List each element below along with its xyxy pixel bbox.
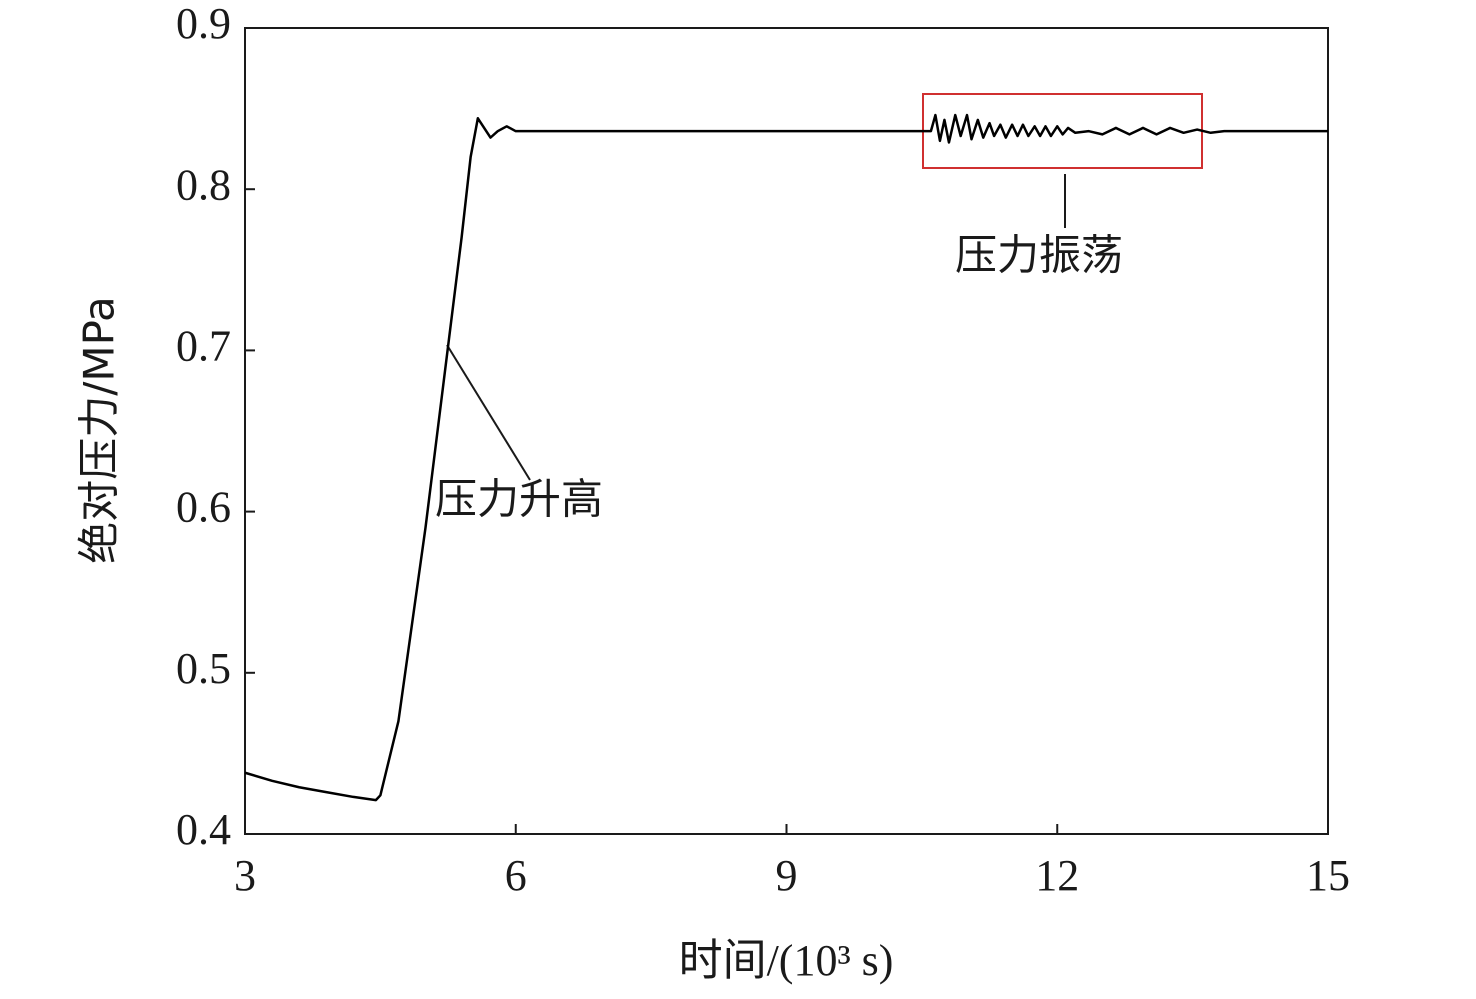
x-tick-label: 6: [505, 851, 527, 900]
data-line: [244, 113, 1328, 802]
x-tick-label: 9: [776, 851, 798, 900]
y-tick-label: 0.4: [176, 805, 231, 854]
annotation: 压力升高: [435, 475, 603, 524]
annotation-leader: [446, 344, 531, 481]
x-tick-label: 3: [234, 851, 256, 900]
x-tick-label: 15: [1306, 851, 1350, 900]
annotation: 压力振荡: [955, 231, 1123, 280]
highlight-box: [922, 93, 1203, 169]
x-tick-label: 12: [1035, 851, 1079, 900]
plot-frame: [244, 27, 1329, 835]
x-axis-label: 时间/(10³ s): [679, 936, 894, 985]
y-tick-label: 0.6: [176, 483, 231, 532]
y-tick-label: 0.5: [176, 644, 231, 693]
y-axis-label: 绝对压力/MPa: [75, 296, 124, 564]
y-tick-label: 0.7: [176, 321, 231, 370]
y-tick-label: 0.8: [176, 160, 231, 209]
y-tick-label: 0.9: [176, 0, 231, 48]
